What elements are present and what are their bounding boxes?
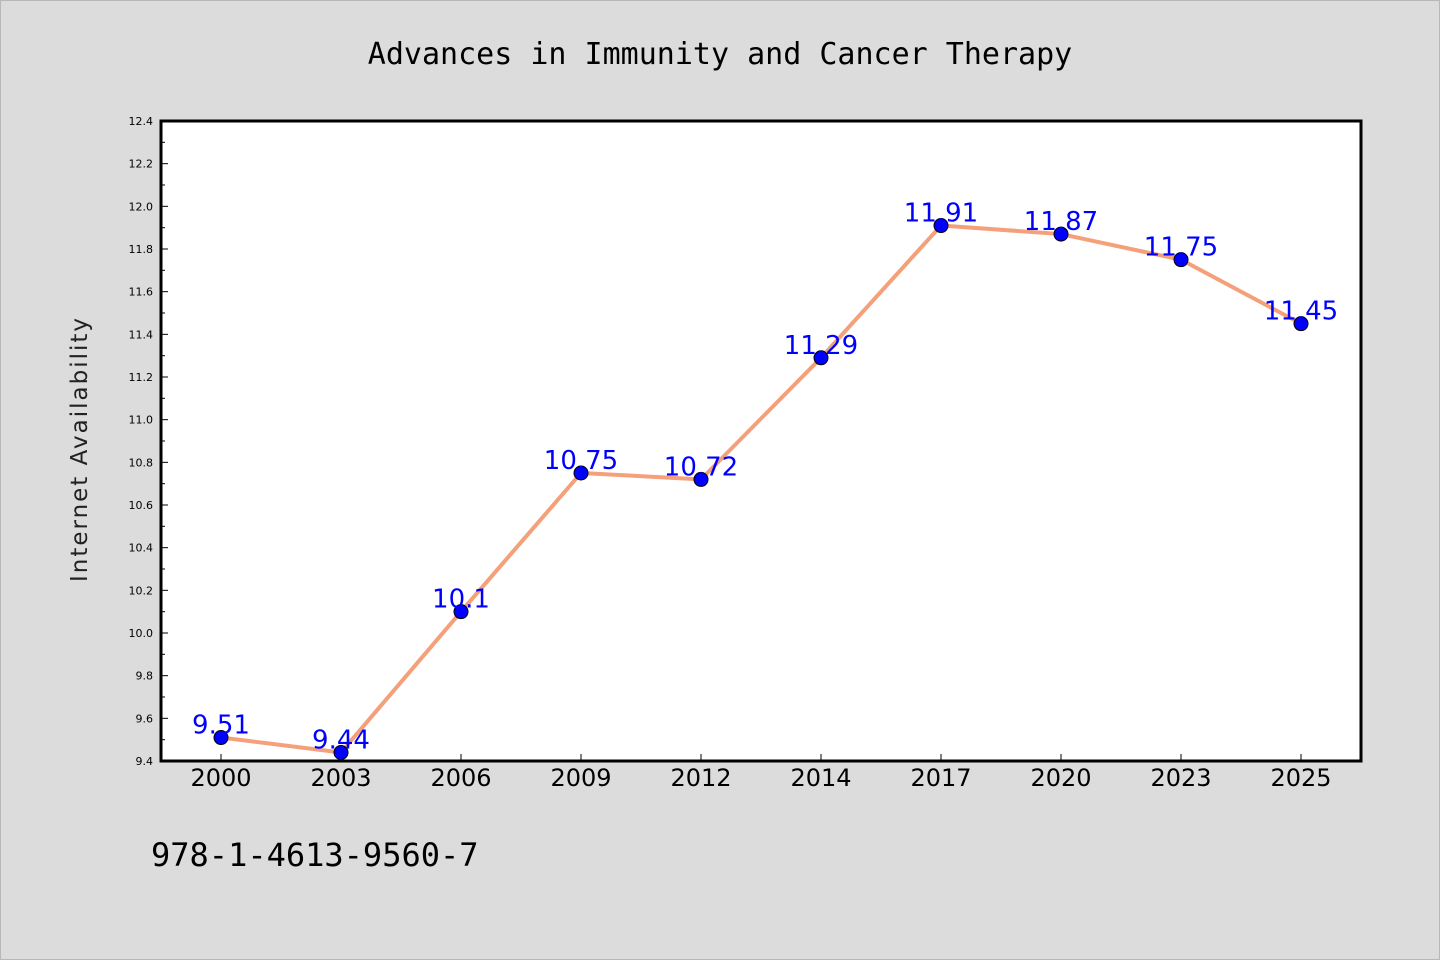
x-tick-label: 2003 xyxy=(310,764,371,792)
data-labels: 9.51 9.44 10.1 10.75 10.72 11.29 11.91 11.87 11.… xyxy=(192,199,1338,756)
x-tick-label: 2023 xyxy=(1150,764,1211,792)
y-tick-label: 12.4 xyxy=(129,115,154,128)
y-tick-label: 11.6 xyxy=(129,286,154,299)
data-label: 11.91 xyxy=(904,199,978,229)
x-tick-label: 2006 xyxy=(430,764,491,792)
data-label: 11.45 xyxy=(1264,297,1338,327)
series xyxy=(213,218,1309,760)
data-label: 10.72 xyxy=(664,452,738,482)
plot-area xyxy=(161,121,1361,761)
data-point xyxy=(213,730,229,746)
y-tick-label: 9.6 xyxy=(136,712,154,725)
x-tick-label: 2000 xyxy=(190,764,251,792)
x-tick-label: 2009 xyxy=(550,764,611,792)
y-tick-label: 11.4 xyxy=(129,328,154,341)
data-point xyxy=(573,465,589,481)
data-point xyxy=(1053,226,1069,242)
y-axis-label: Internet Availability xyxy=(67,316,93,582)
y-tick-label: 12.2 xyxy=(129,158,154,171)
y-tick-label: 10.0 xyxy=(129,627,154,640)
chart-title: Advances in Immunity and Cancer Therapy xyxy=(368,37,1072,72)
x-tick-label: 2025 xyxy=(1270,764,1331,792)
data-label: 10.1 xyxy=(432,585,490,615)
plot-frame xyxy=(159,119,1363,763)
y-tick-label: 12.0 xyxy=(129,200,154,213)
y-tick-label: 11.0 xyxy=(129,414,154,427)
x-tick-label: 2017 xyxy=(910,764,971,792)
data-label: 11.75 xyxy=(1144,233,1218,263)
data-label: 9.44 xyxy=(312,725,370,755)
series-line xyxy=(219,223,1303,755)
data-point xyxy=(933,218,949,234)
y-tick-label: 9.8 xyxy=(136,670,154,683)
y-tick-label: 10.4 xyxy=(129,542,154,555)
footnote-isbn: 978-1-4613-9560-7 xyxy=(151,836,479,874)
y-tick-label: 10.8 xyxy=(129,456,154,469)
y-tick-label: 11.8 xyxy=(129,243,154,256)
y-tick-label: 10.6 xyxy=(129,499,154,512)
x-tick-label: 2014 xyxy=(790,764,851,792)
x-axis: 2000 2003 2006 2009 2012 2014 2017 2020 2023 2025 xyxy=(190,754,1332,792)
data-label: 11.29 xyxy=(784,331,858,361)
data-point xyxy=(813,350,829,366)
x-tick-label: 2012 xyxy=(670,764,731,792)
data-label: 11.87 xyxy=(1024,207,1098,237)
data-point xyxy=(1173,252,1189,268)
y-tick-label: 9.4 xyxy=(136,755,154,768)
y-axis: 9.4 9.6 9.8 10.0 10.2 10.4 10.6 10.8 11.0 11.2 11.… xyxy=(129,115,168,768)
data-point xyxy=(453,604,469,620)
data-point xyxy=(1293,316,1309,332)
y-tick-label: 11.2 xyxy=(129,371,154,384)
data-point xyxy=(333,744,349,760)
x-tick-label: 2020 xyxy=(1030,764,1091,792)
data-label: 10.75 xyxy=(544,446,618,476)
data-point xyxy=(693,471,709,487)
y-tick-label: 10.2 xyxy=(129,584,154,597)
data-label: 9.51 xyxy=(192,711,250,741)
